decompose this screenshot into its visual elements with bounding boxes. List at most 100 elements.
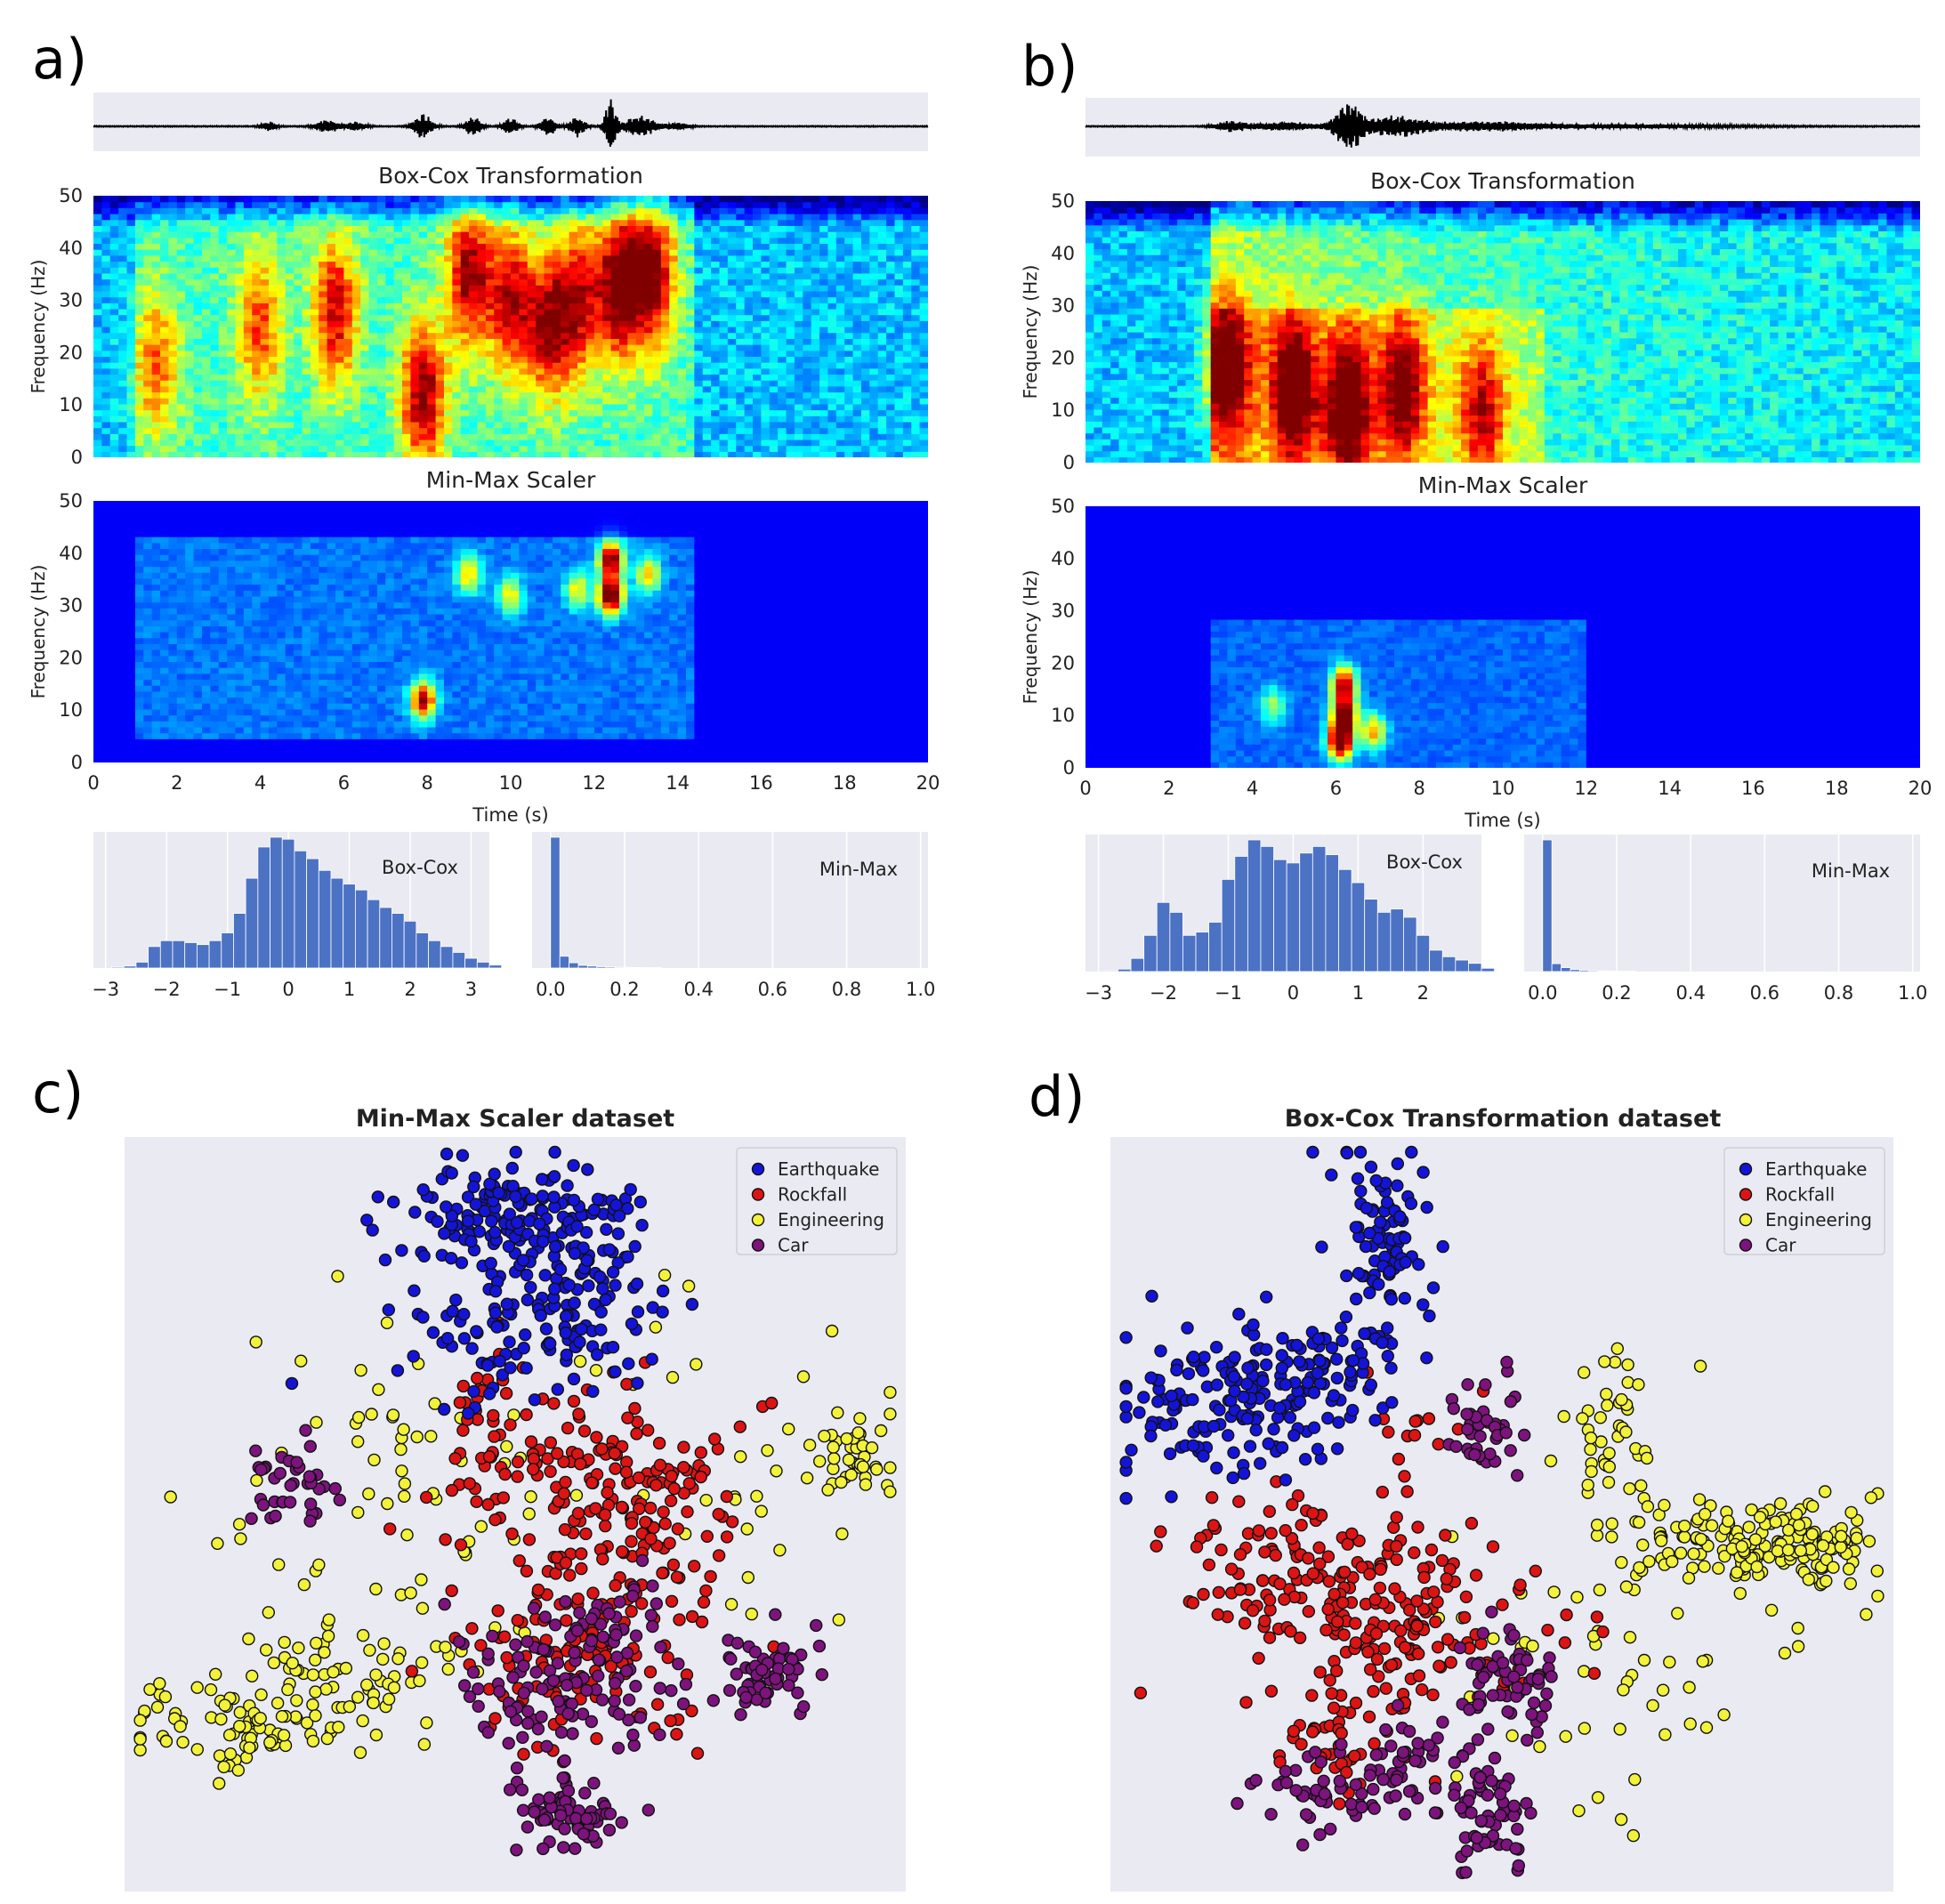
spectrogram-cell (577, 385, 587, 393)
spectrogram-cell (260, 303, 270, 310)
spectrogram-cell (193, 332, 203, 339)
spectrogram-cell (719, 344, 729, 351)
spectrogram-cell (335, 254, 344, 262)
spectrogram-cell (644, 296, 654, 303)
spectrogram-cell (93, 433, 102, 440)
spectrogram-cell (118, 362, 128, 369)
spectrogram-cell (268, 374, 278, 381)
spectrogram-cell (577, 327, 587, 334)
spectrogram-cell (260, 308, 270, 316)
spectrogram-cell (93, 590, 102, 597)
spectrogram-cell (803, 344, 812, 351)
spectrogram-cell (852, 285, 862, 292)
spectrogram-cell (134, 673, 144, 681)
spectrogram-cell (168, 374, 178, 381)
spectrogram-cell (176, 577, 186, 585)
spectrogram-cell (527, 267, 537, 274)
spectrogram-cell (711, 332, 721, 339)
spectrogram-cell (109, 572, 119, 579)
spectrogram-cell (160, 506, 170, 513)
spectrogram-cell (360, 272, 370, 280)
spectrogram-cell (527, 261, 537, 268)
spectrogram-cell (886, 344, 896, 351)
spectrogram-cell (852, 391, 862, 399)
spectrogram-cell (561, 254, 570, 262)
spectrogram-cell (101, 655, 111, 663)
spectrogram-cell (185, 338, 195, 345)
spectrogram-cell (210, 219, 220, 227)
spectrogram-cell (702, 385, 712, 393)
spectrogram-cell (618, 225, 628, 232)
spectrogram-cell (227, 261, 237, 268)
spectrogram-cell (443, 356, 453, 363)
spectrogram-cell (819, 243, 829, 250)
spectrogram-cell (343, 243, 353, 250)
spectrogram-cell (410, 421, 420, 429)
spectrogram-cell (118, 625, 128, 633)
spectrogram-cell (319, 380, 328, 387)
spectrogram-cell (319, 350, 328, 358)
spectrogram-cell (794, 225, 803, 232)
spectrogram-cell (753, 403, 762, 411)
spectrogram-cell (310, 445, 319, 452)
spectrogram-cell (811, 237, 820, 245)
spectrogram-cell (610, 398, 620, 405)
spectrogram-cell (719, 398, 729, 405)
spectrogram-cell (402, 391, 412, 399)
spectrogram-cell (652, 439, 662, 447)
spectrogram-cell (185, 290, 195, 298)
spectrogram-cell (869, 327, 879, 334)
spectrogram-cell (803, 327, 812, 334)
spectrogram-cell (727, 296, 737, 303)
spectrogram-cell (919, 207, 928, 214)
spectrogram-cell (176, 272, 186, 280)
spectrogram-cell (727, 214, 737, 221)
spectrogram-cell (294, 415, 303, 423)
spectrogram-cell (744, 243, 754, 250)
spectrogram-cell (860, 296, 870, 303)
spectrogram-cell (511, 272, 520, 280)
spectrogram-cell (778, 350, 787, 358)
spectrogram-cell (536, 278, 545, 286)
spectrogram-cell (427, 415, 437, 423)
spectrogram-cell (502, 303, 512, 310)
spectrogram-cell (561, 267, 570, 274)
spectrogram-cell (310, 237, 319, 245)
spectrogram-cell (786, 308, 795, 316)
spectrogram-cell (835, 214, 845, 221)
spectrogram-cell (168, 661, 178, 668)
spectrogram-cell (193, 685, 203, 692)
spectrogram-cell (869, 308, 879, 316)
spectrogram-cell (252, 243, 262, 250)
spectrogram-cell (410, 427, 420, 434)
spectrogram-cell (627, 356, 637, 363)
spectrogram-cell (652, 433, 662, 440)
spectrogram-cell (769, 385, 779, 393)
spectrogram-cell (753, 261, 762, 268)
spectrogram-cell (869, 249, 879, 256)
spectrogram-cell (677, 385, 687, 393)
spectrogram-cell (494, 278, 504, 286)
spectrogram-cell (235, 308, 245, 316)
spectrogram-cell (635, 196, 645, 203)
spectrogram-cell (294, 290, 303, 298)
spectrogram-cell (176, 643, 186, 650)
spectrogram-cell (494, 367, 504, 375)
spectrogram-cell (552, 249, 561, 256)
spectrogram-cell (126, 362, 136, 369)
spectrogram-cell (702, 254, 712, 262)
spectrogram-cell (376, 267, 386, 274)
spectrogram-cell (101, 356, 111, 363)
spectrogram-cell (118, 439, 128, 447)
spectrogram-cell (427, 303, 437, 310)
spectrogram-cell (569, 439, 578, 447)
spectrogram-cell (685, 278, 695, 286)
spectrogram-cell (778, 296, 787, 303)
spectrogram-cell (185, 542, 195, 550)
spectrogram-cell (803, 338, 812, 345)
spectrogram-cell (644, 385, 654, 393)
spectrogram-cell (894, 219, 904, 227)
spectrogram-cell (93, 632, 102, 639)
spectrogram-cell (644, 303, 654, 310)
spectrogram-cell (351, 433, 361, 440)
